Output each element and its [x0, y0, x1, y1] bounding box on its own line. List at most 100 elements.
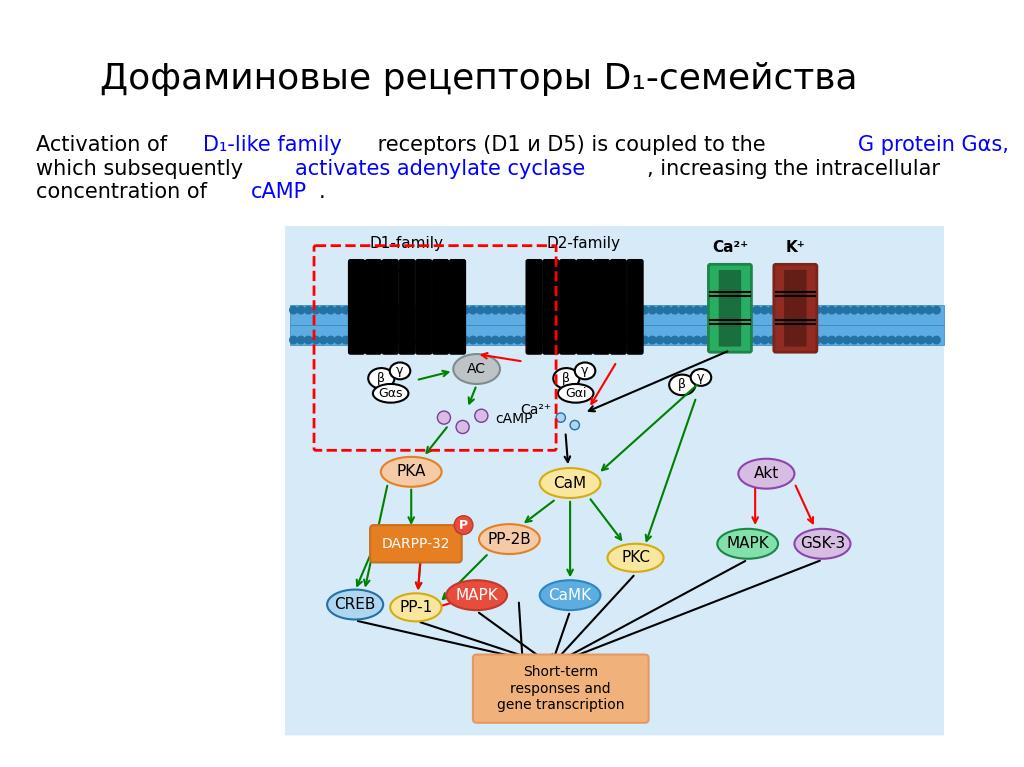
Circle shape [686, 306, 693, 314]
Circle shape [881, 336, 888, 344]
Circle shape [723, 306, 731, 314]
Circle shape [895, 336, 903, 344]
Circle shape [791, 336, 798, 344]
Circle shape [529, 306, 537, 314]
Circle shape [469, 306, 476, 314]
FancyBboxPatch shape [366, 260, 381, 354]
Circle shape [820, 336, 828, 344]
Circle shape [417, 336, 424, 344]
Circle shape [783, 336, 791, 344]
Circle shape [731, 336, 738, 344]
Circle shape [305, 306, 312, 314]
Text: Short-term
responses and
gene transcription: Short-term responses and gene transcript… [497, 666, 625, 712]
Ellipse shape [369, 368, 394, 389]
Circle shape [910, 306, 918, 314]
Circle shape [656, 306, 664, 314]
Circle shape [462, 336, 469, 344]
Text: PKC: PKC [621, 550, 650, 565]
Text: Gαi: Gαi [565, 387, 587, 400]
Circle shape [544, 306, 551, 314]
Circle shape [507, 336, 514, 344]
Circle shape [556, 413, 565, 423]
Circle shape [387, 306, 394, 314]
Circle shape [813, 306, 820, 314]
Circle shape [768, 306, 776, 314]
Circle shape [776, 336, 783, 344]
Circle shape [327, 306, 335, 314]
Circle shape [634, 306, 641, 314]
Circle shape [476, 306, 484, 314]
Circle shape [410, 336, 417, 344]
Circle shape [903, 336, 910, 344]
Circle shape [611, 306, 618, 314]
Circle shape [611, 336, 618, 344]
Circle shape [648, 336, 656, 344]
Ellipse shape [717, 528, 778, 558]
Ellipse shape [540, 468, 600, 498]
Circle shape [424, 336, 432, 344]
Circle shape [432, 336, 439, 344]
Circle shape [604, 336, 611, 344]
Circle shape [432, 306, 439, 314]
Circle shape [888, 336, 895, 344]
Text: which subsequently: which subsequently [36, 159, 249, 179]
Circle shape [475, 410, 487, 423]
Circle shape [872, 306, 881, 314]
FancyBboxPatch shape [627, 260, 643, 354]
FancyBboxPatch shape [285, 226, 944, 736]
Circle shape [394, 336, 401, 344]
FancyBboxPatch shape [719, 270, 741, 347]
FancyBboxPatch shape [348, 260, 365, 354]
Circle shape [648, 306, 656, 314]
Circle shape [851, 306, 858, 314]
Circle shape [716, 306, 723, 314]
Text: Дофаминовые рецепторы D₁-семейства: Дофаминовые рецепторы D₁-семейства [99, 62, 857, 97]
Text: γ: γ [697, 371, 705, 384]
Text: Gαs: Gαs [379, 387, 402, 400]
Circle shape [806, 306, 813, 314]
Circle shape [446, 336, 455, 344]
Circle shape [627, 336, 634, 344]
Circle shape [521, 306, 529, 314]
Text: D1-family: D1-family [370, 236, 443, 252]
Circle shape [813, 336, 820, 344]
Circle shape [290, 336, 297, 344]
Text: AC: AC [467, 362, 486, 376]
Circle shape [903, 306, 910, 314]
Circle shape [641, 306, 648, 314]
Circle shape [858, 306, 865, 314]
Circle shape [335, 336, 342, 344]
Circle shape [484, 336, 492, 344]
Circle shape [761, 336, 768, 344]
Ellipse shape [390, 363, 411, 380]
FancyBboxPatch shape [594, 260, 609, 354]
Circle shape [910, 336, 918, 344]
Circle shape [297, 306, 305, 314]
Circle shape [843, 336, 851, 344]
Circle shape [926, 336, 933, 344]
Circle shape [365, 336, 372, 344]
Circle shape [836, 336, 843, 344]
Circle shape [745, 336, 754, 344]
Circle shape [641, 336, 648, 344]
Ellipse shape [454, 354, 500, 384]
Bar [290, 325, 944, 344]
Ellipse shape [690, 369, 712, 386]
Circle shape [872, 336, 881, 344]
Circle shape [537, 306, 544, 314]
Ellipse shape [390, 594, 441, 621]
Circle shape [437, 411, 451, 424]
Circle shape [566, 306, 573, 314]
Circle shape [357, 306, 365, 314]
FancyBboxPatch shape [450, 260, 466, 354]
Circle shape [290, 306, 297, 314]
Circle shape [738, 336, 745, 344]
Text: DARPP-32: DARPP-32 [382, 537, 451, 551]
Text: cAMP: cAMP [496, 413, 532, 426]
Circle shape [455, 515, 473, 535]
Circle shape [754, 306, 761, 314]
Circle shape [865, 336, 872, 344]
Ellipse shape [373, 384, 409, 403]
Circle shape [573, 336, 582, 344]
Circle shape [573, 306, 582, 314]
